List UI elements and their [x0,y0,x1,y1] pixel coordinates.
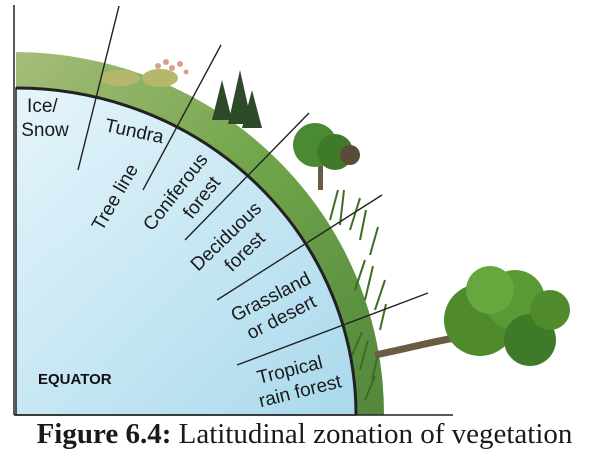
tropical-tree [374,266,570,366]
figure-number: Figure 6.4: [36,418,172,450]
figure-caption: Figure 6.4: Latitudinal zonation of vege… [0,418,609,466]
tundra-flowers [155,59,189,75]
label-ice-snow: Ice/ Snow [21,96,69,141]
figure-caption-text: Latitudinal zonation of vegetation [178,418,573,450]
equator-label: EQUATOR [38,371,112,388]
vegetation-band [16,52,570,415]
tundra-shrubs [100,69,178,87]
deciduous-tree [293,123,360,190]
label-ice-snow-line1: Ice/ [27,96,58,117]
coniferous-trees [212,70,262,128]
grass-tufts [329,189,387,401]
earth-surface-arc [15,86,358,416]
label-ice-snow-line2: Snow [21,120,69,141]
zone-dividers [77,5,429,366]
